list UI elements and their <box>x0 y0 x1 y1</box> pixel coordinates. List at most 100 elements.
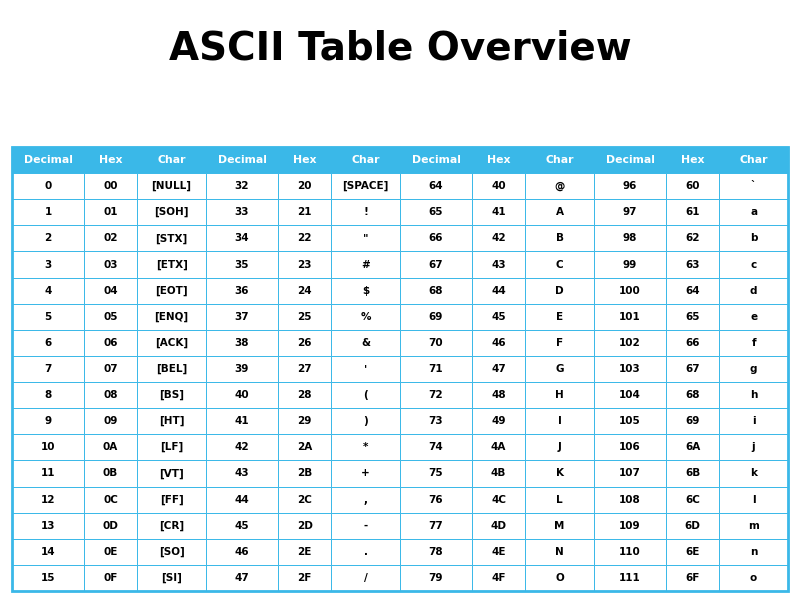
Text: 0A: 0A <box>103 442 118 452</box>
FancyBboxPatch shape <box>594 226 666 251</box>
Text: 26: 26 <box>298 338 312 348</box>
FancyBboxPatch shape <box>719 330 788 356</box>
Text: .: . <box>363 547 367 557</box>
FancyBboxPatch shape <box>400 278 472 304</box>
FancyBboxPatch shape <box>137 382 206 408</box>
Text: 24: 24 <box>298 286 312 296</box>
FancyBboxPatch shape <box>666 278 719 304</box>
Text: 0F: 0F <box>103 573 118 583</box>
Text: Char: Char <box>158 155 186 165</box>
Text: 109: 109 <box>619 521 641 531</box>
FancyBboxPatch shape <box>12 278 84 304</box>
Text: 42: 42 <box>234 442 250 452</box>
FancyBboxPatch shape <box>472 434 525 460</box>
Text: o: o <box>750 573 758 583</box>
FancyBboxPatch shape <box>137 304 206 330</box>
Text: B: B <box>555 233 563 244</box>
Text: 2C: 2C <box>297 494 312 505</box>
FancyBboxPatch shape <box>400 487 472 512</box>
Text: l: l <box>752 494 755 505</box>
Text: 75: 75 <box>429 469 443 478</box>
FancyBboxPatch shape <box>12 565 84 591</box>
FancyBboxPatch shape <box>206 408 278 434</box>
Text: 106: 106 <box>619 442 641 452</box>
Text: 1: 1 <box>44 207 52 217</box>
FancyBboxPatch shape <box>331 382 400 408</box>
FancyBboxPatch shape <box>278 199 331 226</box>
FancyBboxPatch shape <box>206 147 278 173</box>
Text: 36: 36 <box>234 286 250 296</box>
FancyBboxPatch shape <box>84 251 137 278</box>
Text: 3: 3 <box>44 260 52 269</box>
FancyBboxPatch shape <box>472 278 525 304</box>
Text: 43: 43 <box>234 469 250 478</box>
Text: 6D: 6D <box>685 521 701 531</box>
FancyBboxPatch shape <box>84 460 137 487</box>
FancyBboxPatch shape <box>666 251 719 278</box>
Text: D: D <box>555 286 564 296</box>
FancyBboxPatch shape <box>12 487 84 512</box>
FancyBboxPatch shape <box>137 278 206 304</box>
FancyBboxPatch shape <box>525 199 594 226</box>
FancyBboxPatch shape <box>594 199 666 226</box>
FancyBboxPatch shape <box>400 330 472 356</box>
Text: 45: 45 <box>491 312 506 322</box>
FancyBboxPatch shape <box>12 304 84 330</box>
FancyBboxPatch shape <box>206 539 278 565</box>
Text: 42: 42 <box>491 233 506 244</box>
FancyBboxPatch shape <box>331 512 400 539</box>
FancyBboxPatch shape <box>137 356 206 382</box>
FancyBboxPatch shape <box>719 512 788 539</box>
FancyBboxPatch shape <box>400 199 472 226</box>
FancyBboxPatch shape <box>525 408 594 434</box>
Text: 8: 8 <box>44 390 52 400</box>
FancyBboxPatch shape <box>331 487 400 512</box>
FancyBboxPatch shape <box>400 408 472 434</box>
FancyBboxPatch shape <box>12 512 84 539</box>
Text: 43: 43 <box>491 260 506 269</box>
FancyBboxPatch shape <box>278 278 331 304</box>
FancyBboxPatch shape <box>331 199 400 226</box>
FancyBboxPatch shape <box>12 330 84 356</box>
Text: [SPACE]: [SPACE] <box>342 181 389 191</box>
FancyBboxPatch shape <box>137 460 206 487</box>
FancyBboxPatch shape <box>719 434 788 460</box>
Text: 111: 111 <box>619 573 641 583</box>
Text: 41: 41 <box>491 207 506 217</box>
FancyBboxPatch shape <box>84 539 137 565</box>
FancyBboxPatch shape <box>278 251 331 278</box>
Text: ': ' <box>364 364 367 374</box>
Text: 25: 25 <box>298 312 312 322</box>
FancyBboxPatch shape <box>666 565 719 591</box>
Text: $: $ <box>362 286 370 296</box>
FancyBboxPatch shape <box>400 382 472 408</box>
FancyBboxPatch shape <box>719 226 788 251</box>
Text: [BEL]: [BEL] <box>156 364 187 374</box>
FancyBboxPatch shape <box>137 539 206 565</box>
Text: 33: 33 <box>234 207 250 217</box>
Text: H: H <box>555 390 564 400</box>
FancyBboxPatch shape <box>400 460 472 487</box>
Text: 06: 06 <box>103 338 118 348</box>
FancyBboxPatch shape <box>472 147 525 173</box>
FancyBboxPatch shape <box>666 226 719 251</box>
FancyBboxPatch shape <box>331 226 400 251</box>
Text: 11: 11 <box>41 469 55 478</box>
Text: 9: 9 <box>45 416 51 426</box>
FancyBboxPatch shape <box>278 226 331 251</box>
FancyBboxPatch shape <box>472 512 525 539</box>
Text: 10: 10 <box>41 442 55 452</box>
Text: 47: 47 <box>234 573 250 583</box>
FancyBboxPatch shape <box>278 408 331 434</box>
FancyBboxPatch shape <box>400 434 472 460</box>
FancyBboxPatch shape <box>525 539 594 565</box>
FancyBboxPatch shape <box>719 382 788 408</box>
FancyBboxPatch shape <box>137 487 206 512</box>
Text: ): ) <box>363 416 368 426</box>
Text: 6F: 6F <box>686 573 700 583</box>
Text: 105: 105 <box>619 416 641 426</box>
Text: 60: 60 <box>686 181 700 191</box>
Text: 6A: 6A <box>685 442 700 452</box>
FancyBboxPatch shape <box>525 147 594 173</box>
FancyBboxPatch shape <box>84 512 137 539</box>
